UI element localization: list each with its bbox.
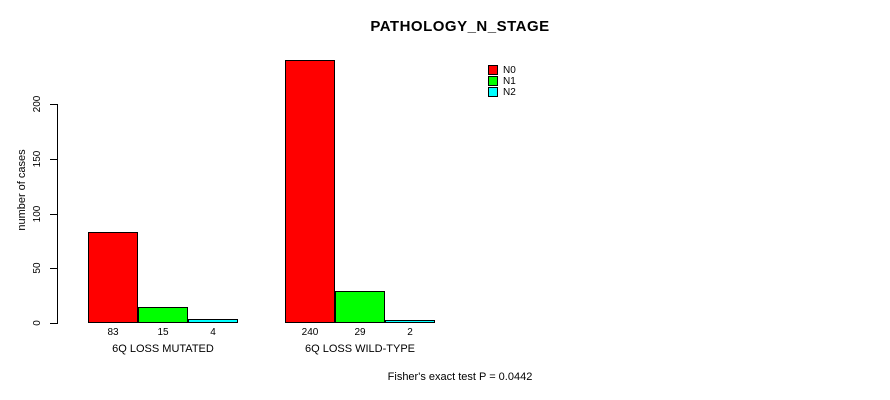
- bar-n0-mutated: [88, 232, 138, 323]
- legend-swatch-n2: [488, 87, 498, 97]
- bar-value-label: 15: [157, 327, 169, 338]
- group-label: 6Q LOSS MUTATED: [112, 343, 214, 355]
- y-tick-label: 50: [32, 262, 43, 274]
- y-axis-tick: [50, 213, 57, 215]
- bar-n0-wildtype: [285, 60, 335, 323]
- annotation-text: Fisher's exact test P = 0.0442: [387, 371, 533, 383]
- bar-value-label: 240: [301, 327, 319, 338]
- bar-value-label: 4: [210, 327, 216, 338]
- y-tick-label: 100: [32, 205, 43, 222]
- y-tick-label: 0: [32, 320, 43, 326]
- bar-n1-wildtype: [335, 291, 385, 323]
- bar-n2-mutated: [188, 319, 238, 323]
- legend-label-n1: N1: [503, 76, 516, 87]
- y-axis-line: [57, 104, 58, 324]
- legend-swatch-n1: [488, 76, 498, 86]
- legend-label-n0: N0: [503, 65, 516, 76]
- y-axis-tick: [50, 104, 57, 105]
- y-tick-label: 200: [32, 95, 43, 113]
- legend-swatch-n0: [488, 65, 498, 75]
- legend-label-n2: N2: [503, 87, 516, 98]
- y-axis-tick: [50, 268, 57, 270]
- bar-value-label: 83: [107, 327, 119, 338]
- chart-title: PATHOLOGY_N_STAGE: [370, 18, 550, 35]
- bar-n1-mutated: [138, 307, 188, 323]
- y-axis-tick: [50, 323, 57, 324]
- y-axis-label: number of cases: [16, 149, 28, 231]
- group-label: 6Q LOSS WILD-TYPE: [304, 343, 416, 355]
- y-tick-label: 150: [32, 150, 43, 168]
- y-axis-tick: [50, 158, 57, 160]
- bar-n2-wildtype: [385, 320, 435, 323]
- bar-value-label: 2: [407, 327, 413, 338]
- bar-value-label: 29: [354, 327, 366, 338]
